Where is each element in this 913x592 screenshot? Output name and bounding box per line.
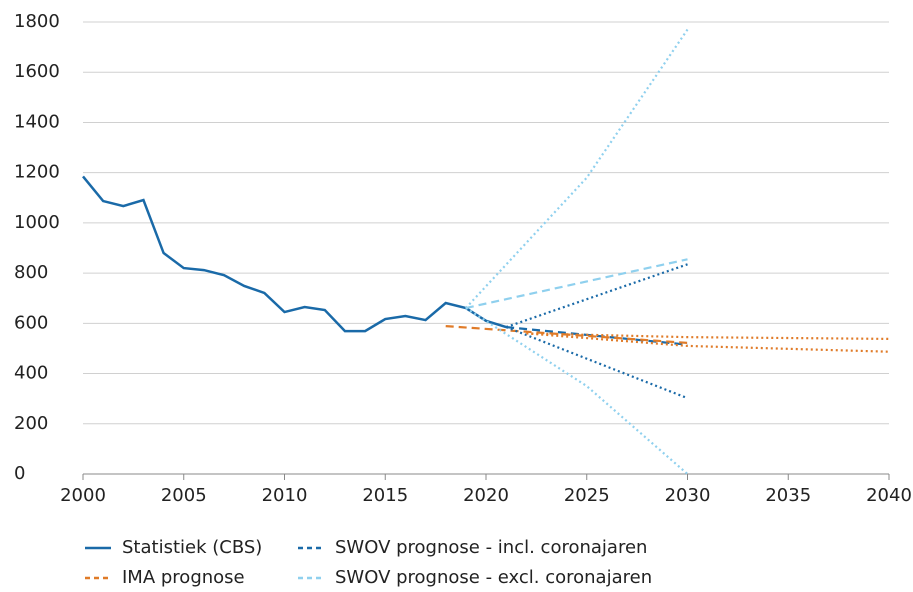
y-tick-label: 1200 <box>14 162 60 183</box>
legend-label: IMA prognose <box>122 567 245 588</box>
x-tick-label: 2015 <box>362 485 408 506</box>
series-line <box>465 28 689 309</box>
y-tick-label: 800 <box>14 262 48 283</box>
legend-label: SWOV prognose - incl. coronajaren <box>335 537 647 558</box>
series-line <box>82 175 507 333</box>
y-tick-label: 600 <box>14 312 48 333</box>
legend-label: SWOV prognose - excl. coronajaren <box>335 567 652 588</box>
legend-label: Statistiek (CBS) <box>122 537 262 558</box>
y-tick-label: 1000 <box>14 212 60 233</box>
x-tick-label: 2025 <box>564 485 610 506</box>
x-tick-label: 2010 <box>262 485 308 506</box>
x-tick-label: 2035 <box>765 485 811 506</box>
series-line <box>505 326 688 400</box>
y-tick-label: 200 <box>14 413 48 434</box>
series-line <box>526 332 890 353</box>
y-tick-label: 1400 <box>14 111 60 132</box>
series-line <box>526 332 890 341</box>
series-line <box>505 263 688 329</box>
y-tick-label: 1800 <box>14 11 60 32</box>
x-tick-label: 2040 <box>866 485 912 506</box>
x-tick-label: 2030 <box>665 485 711 506</box>
series-line <box>465 258 688 310</box>
x-tick-label: 2020 <box>463 485 509 506</box>
y-tick-label: 1600 <box>14 61 60 82</box>
y-tick-label: 0 <box>14 463 25 484</box>
x-tick-label: 2000 <box>60 485 106 506</box>
x-tick-label: 2005 <box>161 485 207 506</box>
y-tick-label: 400 <box>14 363 48 384</box>
